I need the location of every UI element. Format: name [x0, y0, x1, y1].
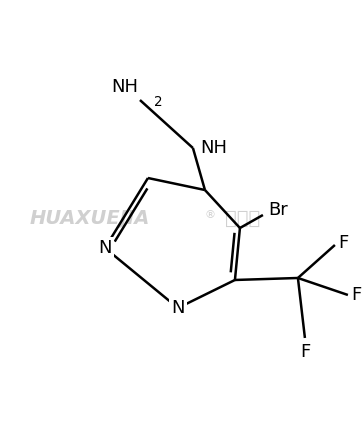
Text: F: F [300, 343, 310, 361]
Text: F: F [338, 234, 348, 252]
Text: F: F [351, 286, 361, 304]
Text: 2: 2 [154, 95, 163, 109]
Text: HUAXUEJIA: HUAXUEJIA [30, 208, 150, 228]
Text: NH: NH [200, 139, 227, 157]
Text: N: N [98, 239, 112, 257]
Text: Br: Br [268, 201, 287, 219]
Text: 化学加: 化学加 [225, 208, 260, 228]
Text: N: N [171, 299, 185, 317]
Text: ®: ® [205, 210, 216, 220]
Text: NH: NH [111, 78, 138, 96]
